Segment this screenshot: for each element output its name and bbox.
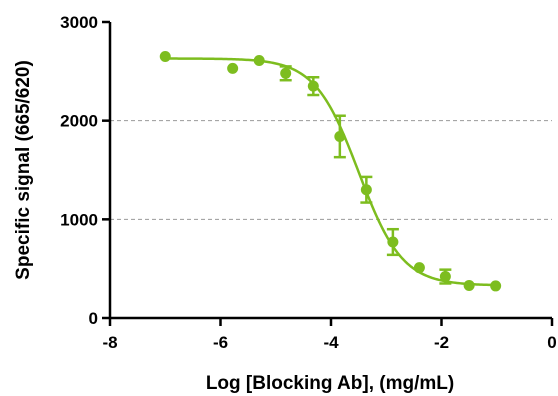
x-axis-title: Log [Blocking Ab], (mg/mL) xyxy=(206,373,454,394)
y-tick-label: 2000 xyxy=(60,112,98,131)
data-point xyxy=(463,279,475,291)
x-tick-label: -4 xyxy=(323,333,339,352)
data-point xyxy=(439,271,451,283)
y-axis-title: Specific signal (665/620) xyxy=(13,60,34,280)
x-tick-label: -6 xyxy=(213,333,228,352)
data-point xyxy=(413,262,425,274)
data-point xyxy=(334,130,346,142)
x-tick-label: -8 xyxy=(102,333,117,352)
data-points xyxy=(159,51,502,292)
data-point xyxy=(280,67,292,79)
data-point xyxy=(360,184,372,196)
x-tick-label: 0 xyxy=(547,333,556,352)
x-tick-label: -2 xyxy=(434,333,449,352)
fit-curve xyxy=(165,57,497,287)
data-point xyxy=(307,80,319,92)
y-tick-label: 1000 xyxy=(60,210,98,229)
data-point xyxy=(490,280,502,292)
fit-curve-group xyxy=(165,57,497,287)
data-point xyxy=(227,62,239,74)
gridlines xyxy=(110,120,552,220)
y-tick-label: 3000 xyxy=(60,13,98,32)
y-tick-label: 0 xyxy=(89,309,98,328)
data-point xyxy=(159,51,171,63)
axes: 0 1000 2000 3000 -8 -6 -4 -2 0 xyxy=(60,13,557,352)
data-point xyxy=(387,236,399,248)
data-point xyxy=(253,54,265,66)
